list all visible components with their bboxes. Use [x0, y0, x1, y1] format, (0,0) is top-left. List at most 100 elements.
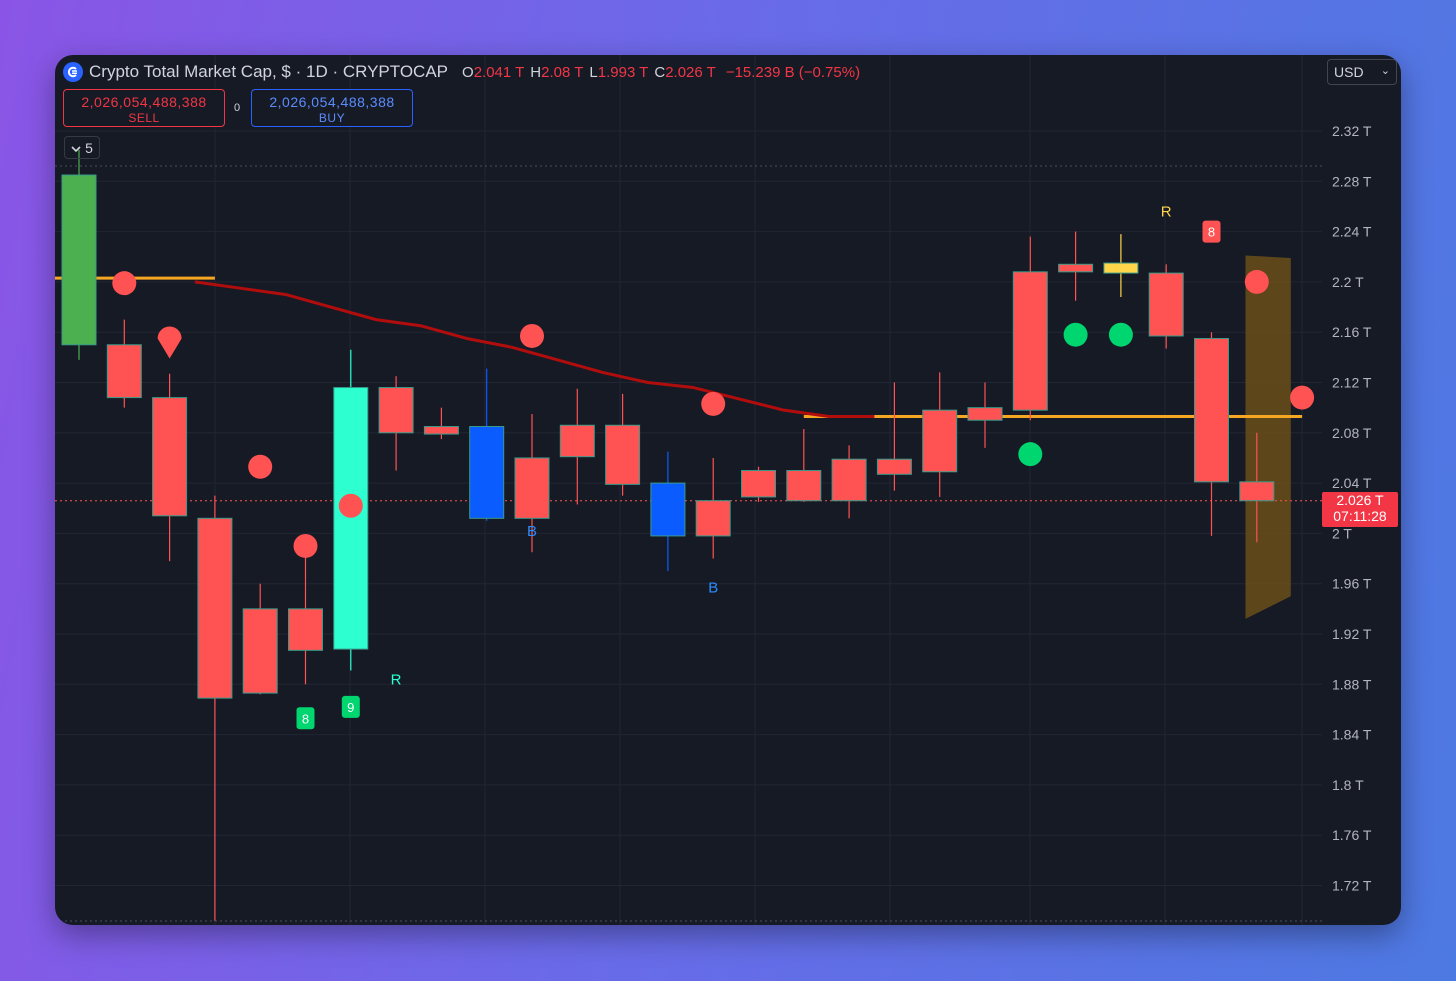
candle: [786, 429, 822, 502]
candle-body: [695, 500, 731, 537]
candle: [514, 413, 550, 553]
count-badge: 9: [341, 695, 360, 718]
chart-window: R B B R 8 9 8 2.32 T 2.28 T 2.24 T 2.2 T 2.16 T 2.1…: [55, 55, 1401, 925]
candle: [152, 373, 188, 562]
y-tick-label: 2 T: [1332, 525, 1352, 541]
candle-body: [831, 458, 867, 502]
level-lines: [55, 276, 1322, 502]
last-price-tag: 2.026 T 07:11:28: [1322, 492, 1398, 527]
grid: [55, 55, 1322, 925]
candle: [1058, 231, 1094, 301]
candle-body: [152, 397, 188, 517]
y-tick-label: 2.28 T: [1332, 173, 1372, 189]
candle: [288, 545, 323, 685]
sell-button[interactable]: 2,026,054,488,388 SELL: [63, 89, 225, 127]
marker-dot: [1244, 269, 1269, 294]
candle: [967, 382, 1003, 448]
close-key: C: [654, 63, 666, 81]
candle: [378, 376, 414, 471]
buy-button[interactable]: 2,026,054,488,388 BUY: [251, 89, 413, 127]
currency-select[interactable]: USD ⌄: [1327, 59, 1397, 85]
candle-body: [333, 387, 369, 650]
spread-value: 0: [234, 102, 241, 114]
candle-body: [1148, 272, 1184, 337]
y-tick-label: 2.24 T: [1332, 224, 1372, 240]
y-tick-label: 2.2 T: [1332, 274, 1364, 290]
candle: [61, 149, 97, 360]
candle: [559, 388, 595, 505]
low-key: L: [589, 63, 598, 81]
candle-body: [469, 426, 505, 519]
low-value: 1.993 T: [597, 63, 649, 81]
open-value: 2.041 T: [473, 63, 525, 81]
y-tick-label: 2.08 T: [1332, 425, 1372, 441]
candle: [605, 393, 641, 496]
candle-body: [1103, 262, 1139, 274]
candle-body: [61, 174, 97, 346]
y-tick-label: 1.92 T: [1332, 626, 1372, 642]
sell-label: SELL: [128, 111, 160, 125]
marker-dot: [1063, 322, 1088, 347]
buy-price: 2,026,054,488,388: [269, 94, 395, 110]
candle-body: [605, 424, 641, 485]
change-value: −15.239 B (−0.75%): [725, 63, 861, 81]
y-tick-label: 1.8 T: [1332, 777, 1364, 793]
currency-value: USD: [1334, 64, 1364, 80]
chevron-down-icon: [71, 140, 81, 156]
candle: [1103, 234, 1139, 297]
signal-label: B: [527, 523, 537, 540]
marker-dot: [293, 533, 318, 558]
y-tick-label: 1.96 T: [1332, 576, 1372, 592]
moving-average-line: [194, 280, 875, 418]
forecast-band: [1245, 255, 1291, 619]
y-tick-label: 1.84 T: [1332, 727, 1372, 743]
marker-dot: [520, 323, 544, 348]
candle-body: [106, 344, 142, 399]
candle-body: [1194, 337, 1229, 483]
candle: [197, 495, 233, 921]
count-badge: 8: [1202, 220, 1221, 243]
count-badge-label: 8: [302, 711, 309, 726]
moving-average: [194, 280, 875, 418]
candle: [1148, 264, 1184, 349]
candle: [1239, 432, 1275, 543]
marker-dot: [701, 391, 726, 416]
y-tick-label: 2.16 T: [1332, 324, 1372, 340]
candle: [242, 583, 278, 695]
candle-body: [1058, 263, 1094, 273]
candle: [1012, 236, 1048, 421]
candles: [61, 149, 1275, 921]
indicator-count: 5: [85, 139, 93, 156]
open-key: O: [462, 63, 474, 81]
chevron-down-icon: ⌄: [1380, 65, 1390, 77]
candle-body: [876, 458, 912, 475]
symbol-title[interactable]: Crypto Total Market Cap, $ · 1D · CRYPTO…: [89, 62, 449, 81]
candle-body: [242, 608, 278, 694]
forecast-band-shape: [1245, 255, 1291, 619]
y-tick-label: 2.32 T: [1332, 123, 1372, 139]
y-tick-label: 2.12 T: [1332, 375, 1372, 391]
marker-dot: [338, 493, 363, 518]
chart-canvas[interactable]: R B B R 8 9 8 2.32 T 2.28 T 2.24 T 2.2 T 2.16 T 2.1…: [55, 55, 1401, 925]
high-key: H: [530, 63, 542, 81]
candle-body: [197, 517, 233, 699]
candle-body: [423, 426, 459, 435]
marker-dot: [248, 454, 273, 479]
indicator-toggle-button[interactable]: 5: [64, 136, 100, 159]
candle: [1194, 332, 1229, 536]
candle-body: [378, 387, 414, 434]
y-tick-label: 1.72 T: [1332, 878, 1372, 894]
high-value: 2.08 T: [541, 63, 584, 81]
candle-body: [741, 470, 776, 498]
y-axis: 2.32 T 2.28 T 2.24 T 2.2 T 2.16 T 2.12 T 2.08 …: [1332, 123, 1372, 894]
marker-dot: [1108, 322, 1133, 347]
candle: [741, 466, 776, 502]
y-tick-label: 2.04 T: [1332, 475, 1372, 491]
marker-dot: [112, 271, 137, 296]
candle-body: [514, 457, 550, 519]
count-badge-label: 9: [347, 700, 354, 715]
candle: [469, 368, 505, 521]
buy-label: BUY: [318, 111, 346, 125]
candle: [831, 445, 867, 519]
signals: R B B R 8 9 8: [296, 204, 1221, 730]
